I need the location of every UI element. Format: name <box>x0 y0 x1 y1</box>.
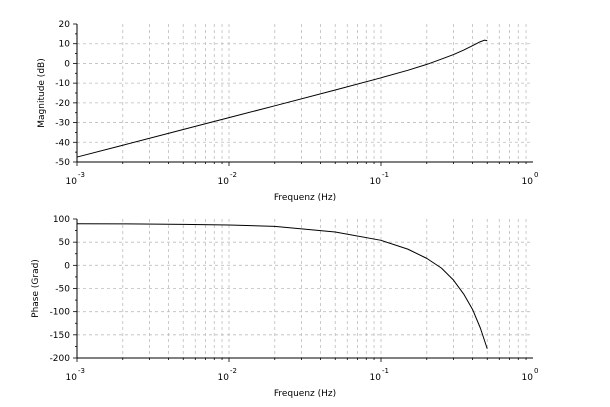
phase-y-tick-label: 100 <box>53 215 70 225</box>
magnitude-x-tick-exponent: -2 <box>230 171 237 179</box>
phase-x-tick-exponent: 0 <box>534 367 538 375</box>
phase-x-tick-exponent: -2 <box>230 367 237 375</box>
magnitude-y-tick-label: -10 <box>55 79 70 89</box>
magnitude-x-tick-label: 10 <box>370 177 382 187</box>
magnitude-x-tick-label: 10 <box>522 177 534 187</box>
magnitude-y-tick-label: -50 <box>55 158 70 168</box>
magnitude-y-axis-label: Magnitude (dB) <box>37 58 47 127</box>
phase-panel: 100500-50-100-150-20010-310-210-1100Freq… <box>31 215 538 399</box>
magnitude-panel: 20100-10-20-30-40-5010-310-210-1100Frequ… <box>37 20 538 203</box>
magnitude-y-tick-label: 10 <box>59 40 71 50</box>
magnitude-x-tick-label: 10 <box>66 177 78 187</box>
magnitude-y-tick-label: 20 <box>59 20 71 30</box>
magnitude-y-tick-label: -40 <box>55 138 70 148</box>
magnitude-y-tick-label: 0 <box>64 59 70 69</box>
phase-x-tick-label: 10 <box>218 373 230 383</box>
magnitude-y-tick-label: -20 <box>55 99 70 109</box>
phase-x-tick-label: 10 <box>522 373 534 383</box>
phase-x-axis-label: Frequenz (Hz) <box>274 389 336 399</box>
phase-x-tick-exponent: -3 <box>78 367 85 375</box>
magnitude-x-tick-exponent: 0 <box>534 171 538 179</box>
phase-y-tick-label: 0 <box>64 261 70 271</box>
phase-y-tick-label: -100 <box>50 308 71 318</box>
phase-y-tick-label: -200 <box>50 354 71 364</box>
magnitude-x-tick-label: 10 <box>218 177 230 187</box>
magnitude-y-tick-label: -30 <box>55 119 70 129</box>
phase-y-tick-label: -150 <box>50 331 71 341</box>
phase-x-tick-label: 10 <box>370 373 382 383</box>
phase-y-axis-label: Phase (Grad) <box>31 259 41 318</box>
magnitude-x-axis-label: Frequenz (Hz) <box>274 193 336 203</box>
phase-y-tick-label: 50 <box>59 238 71 248</box>
magnitude-series-line <box>76 39 488 158</box>
phase-x-tick-label: 10 <box>66 373 78 383</box>
magnitude-x-tick-exponent: -1 <box>382 171 389 179</box>
phase-x-tick-exponent: -1 <box>382 367 389 375</box>
magnitude-x-tick-exponent: -3 <box>78 171 85 179</box>
phase-series-line <box>76 223 488 349</box>
phase-y-tick-label: -50 <box>55 285 70 295</box>
magnitude-plot-area <box>77 24 533 162</box>
